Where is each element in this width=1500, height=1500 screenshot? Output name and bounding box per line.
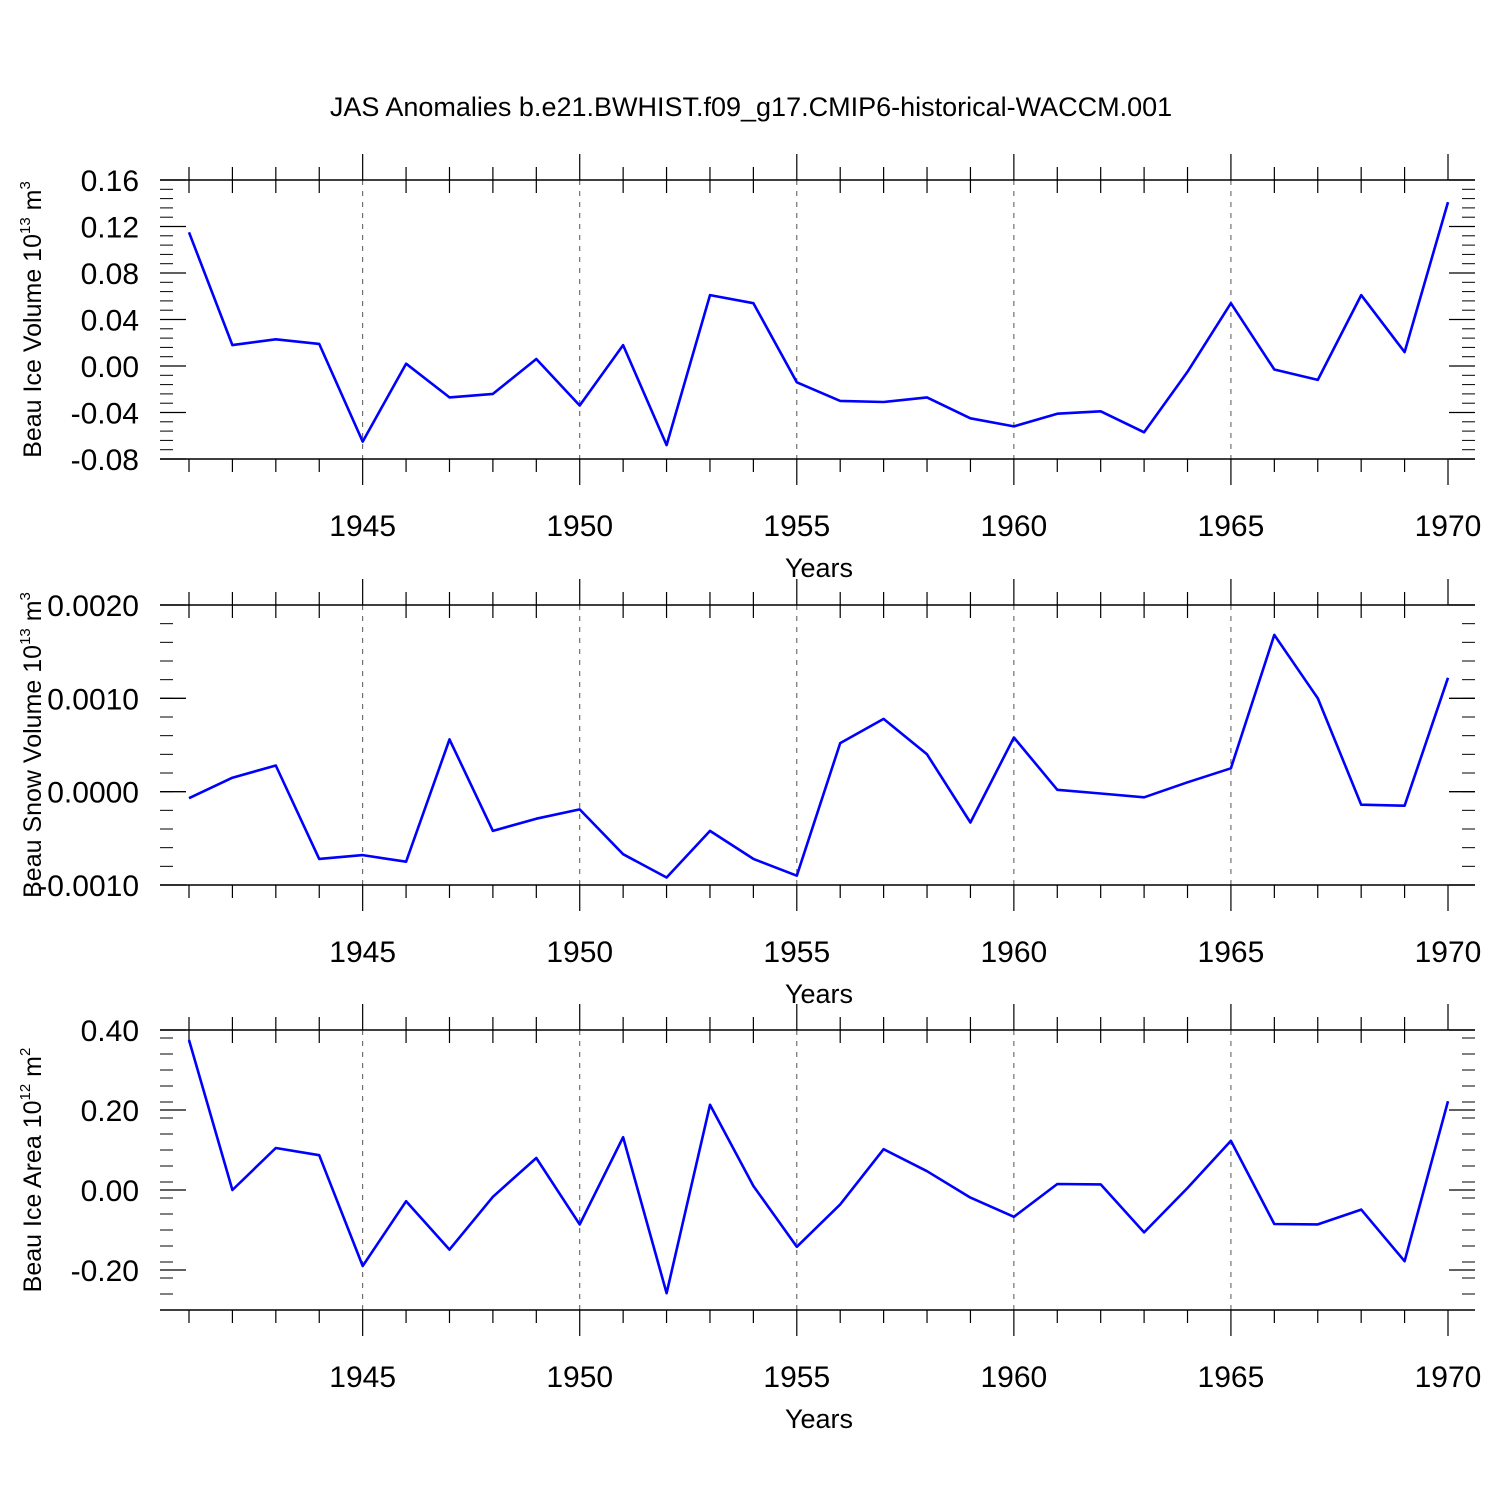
x-tick-label: 1945	[329, 1361, 396, 1394]
figure-title: JAS Anomalies b.e21.BWHIST.f09_g17.CMIP6…	[330, 92, 1172, 122]
y-axis-label: Beau Ice Volume 1013 m3	[17, 181, 47, 458]
x-axis-label: Years	[785, 979, 853, 1009]
y-tick-label: 0.40	[81, 1015, 139, 1048]
y-tick-label: -0.20	[71, 1255, 139, 1288]
panel-ice-area: -0.20 0.00 0.20 0.40 1945 1950 1955 1960 1965 197…	[17, 1004, 1481, 1434]
x-tick-label: 1950	[546, 1361, 613, 1394]
panels: -0.08 -0.04 0.00 0.04 0.08 0.12 0.16 1945 1950 19…	[17, 154, 1481, 1434]
y-tick-label: 0.0010	[47, 683, 139, 716]
y-tick-label: 0.0020	[47, 590, 139, 623]
y-tick-label: -0.04	[71, 398, 139, 431]
x-tick-label: 1950	[546, 510, 613, 543]
y-axis-label: Beau Snow Volume 1013 m3	[17, 592, 47, 898]
y-tick-label: 0.00	[81, 351, 139, 384]
y-tick-label: 0.08	[81, 258, 139, 291]
y-tick-label: -0.08	[71, 444, 139, 477]
x-tick-label: 1960	[980, 510, 1047, 543]
y-tick-label: -0.0010	[37, 870, 139, 903]
x-tick-label: 1955	[763, 1361, 830, 1394]
x-tick-label: 1970	[1415, 510, 1482, 543]
x-tick-label: 1945	[329, 936, 396, 969]
x-tick-label: 1955	[763, 936, 830, 969]
x-axis-label: Years	[785, 553, 853, 583]
x-axis-label: Years	[785, 1404, 853, 1434]
x-tick-label: 1950	[546, 936, 613, 969]
y-tick-label: 0.12	[81, 212, 139, 245]
y-tick-label: 0.04	[81, 305, 139, 338]
series-line-ice-area	[187, 1039, 1450, 1295]
x-tick-label: 1970	[1415, 936, 1482, 969]
series-line-ice-volume	[187, 201, 1450, 447]
y-tick-label: 0.00	[81, 1175, 139, 1208]
y-axis-label: Beau Ice Area 1012 m2	[17, 1048, 47, 1293]
y-tick-label: 0.0000	[47, 777, 139, 810]
x-tick-label: 1965	[1198, 1361, 1265, 1394]
x-tick-label: 1970	[1415, 1361, 1482, 1394]
x-tick-label: 1960	[980, 1361, 1047, 1394]
x-tick-label: 1955	[763, 510, 830, 543]
x-tick-label: 1960	[980, 936, 1047, 969]
x-tick-label: 1945	[329, 510, 396, 543]
panel-snow-volume: -0.0010 0.0000 0.0010 0.0020 1945 1950 1955 196…	[17, 579, 1481, 1009]
y-tick-label: 0.20	[81, 1095, 139, 1128]
series-line-snow-volume	[188, 633, 1450, 879]
y-tick-label: 0.16	[81, 165, 139, 198]
x-tick-label: 1965	[1198, 510, 1265, 543]
x-tick-label: 1965	[1198, 936, 1265, 969]
panel-ice-volume: -0.08 -0.04 0.00 0.04 0.08 0.12 0.16 1945 1950 19…	[17, 154, 1481, 583]
